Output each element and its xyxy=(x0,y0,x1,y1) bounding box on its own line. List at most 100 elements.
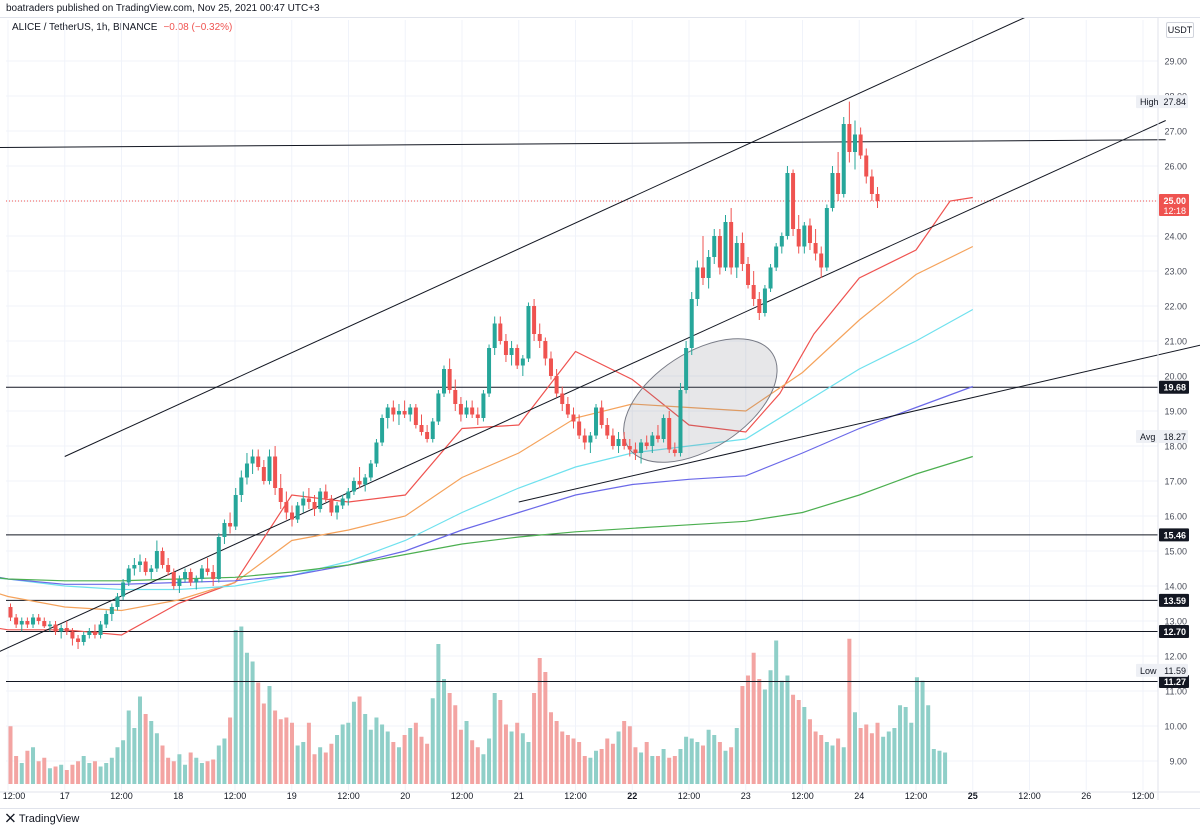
ema-line xyxy=(0,385,974,585)
chart-grid xyxy=(6,20,1158,790)
currency-badge[interactable]: USDT xyxy=(1166,22,1194,38)
volume-bar xyxy=(413,722,418,784)
candle-body xyxy=(115,596,120,607)
volume-bars xyxy=(8,626,948,784)
level-price-tag: 15.46 xyxy=(1163,530,1186,540)
volume-bar xyxy=(847,638,852,784)
volume-bar xyxy=(543,672,548,784)
time-tick-label: 12:00 xyxy=(905,791,928,801)
time-tick-label: 12:00 xyxy=(110,791,133,801)
volume-bar xyxy=(250,661,255,784)
price-chart[interactable]: 9.0010.0011.0012.0013.0014.0015.0016.001… xyxy=(0,18,1200,807)
volume-bar xyxy=(774,640,779,784)
candle-body xyxy=(864,155,869,177)
volume-bar xyxy=(762,689,767,784)
volume-bar xyxy=(813,731,818,784)
trend-line xyxy=(518,344,1200,503)
candle-body xyxy=(746,264,751,285)
publish-text: boatraders published on TradingView.com,… xyxy=(6,3,320,14)
volume-bar xyxy=(689,738,694,784)
candle-body xyxy=(47,624,52,627)
candle-body xyxy=(661,418,666,439)
volume-bar xyxy=(740,686,745,784)
volume-bar xyxy=(171,761,176,784)
price-tick-label: 18.00 xyxy=(1164,442,1187,452)
volume-bar xyxy=(306,722,311,784)
candle-body xyxy=(391,407,396,415)
volume-bar xyxy=(442,679,447,784)
candle-body xyxy=(470,407,475,415)
volume-bar xyxy=(256,682,261,784)
candle-body xyxy=(98,624,103,635)
volume-bar xyxy=(633,747,638,784)
candle-body xyxy=(487,348,492,394)
candle-body xyxy=(807,225,812,243)
price-tick-label: 23.00 xyxy=(1164,267,1187,277)
volume-bar xyxy=(380,724,385,784)
volume-bar xyxy=(149,721,154,784)
candle-body xyxy=(830,173,835,208)
volume-bar xyxy=(672,756,677,784)
candle-body xyxy=(453,390,458,404)
time-tick-label: 12:00 xyxy=(337,791,360,801)
level-price-tag: 11.27 xyxy=(1164,677,1186,687)
low-tag-bg xyxy=(1136,663,1188,677)
volume-bar xyxy=(751,652,756,784)
candle-body xyxy=(59,628,64,632)
volume-bar xyxy=(858,728,863,784)
volume-bar xyxy=(655,756,660,784)
candle-body xyxy=(425,432,430,439)
candle-body xyxy=(813,243,818,254)
time-tick-label: 12:00 xyxy=(224,791,247,801)
volume-bar xyxy=(622,721,627,784)
volume-bar xyxy=(700,745,705,784)
time-tick-label: 21 xyxy=(514,791,524,801)
candle-body xyxy=(351,481,356,492)
candle-body xyxy=(684,348,689,390)
candle-body xyxy=(228,523,233,527)
volume-bar xyxy=(425,743,430,784)
candle-body xyxy=(729,222,734,268)
symbol-legend: ALICE / TetherUS, 1h, BINANCE −0.08 (−0.… xyxy=(12,22,232,33)
volume-bar xyxy=(650,756,655,784)
candle-body xyxy=(363,477,368,485)
symbol-title[interactable]: ALICE / TetherUS, 1h, BINANCE xyxy=(12,22,158,33)
level-price-tag-bg xyxy=(1159,675,1189,689)
price-tick-label: 26.00 xyxy=(1164,162,1187,172)
volume-bar xyxy=(19,763,24,784)
candle-body xyxy=(25,621,30,625)
volume-bar xyxy=(278,719,283,784)
volume-bar xyxy=(447,693,452,784)
volume-bar xyxy=(599,749,604,784)
candle-body xyxy=(836,173,841,194)
candle-body xyxy=(819,253,824,268)
volume-bar xyxy=(301,742,306,784)
candle-body xyxy=(216,537,221,579)
volume-bar xyxy=(368,729,373,784)
candle-body xyxy=(295,505,300,520)
volume-bar xyxy=(926,705,931,784)
volume-bar xyxy=(211,759,216,784)
avg-tag-bg xyxy=(1136,430,1188,444)
candle-body xyxy=(706,257,711,278)
volume-bar xyxy=(239,626,244,784)
candle-body xyxy=(222,523,227,537)
candle-body xyxy=(824,208,829,268)
candle-body xyxy=(599,407,604,425)
level-price-tag-bg xyxy=(1159,528,1189,542)
candle-body xyxy=(582,435,587,443)
candle-body xyxy=(689,299,694,348)
candle-body xyxy=(622,439,627,446)
ema-line xyxy=(0,308,974,591)
ema-line xyxy=(0,196,973,636)
candle-body xyxy=(132,565,137,569)
accumulation-zone-ellipse xyxy=(623,338,778,463)
time-tick-label: 12:00 xyxy=(1018,791,1041,801)
candle-body xyxy=(869,176,874,194)
high-tag-label: High xyxy=(1140,97,1159,107)
volume-bar xyxy=(36,761,41,784)
volume-bar xyxy=(881,736,886,784)
last-price-value: 25.00 xyxy=(1163,196,1186,206)
volume-bar xyxy=(706,729,711,784)
